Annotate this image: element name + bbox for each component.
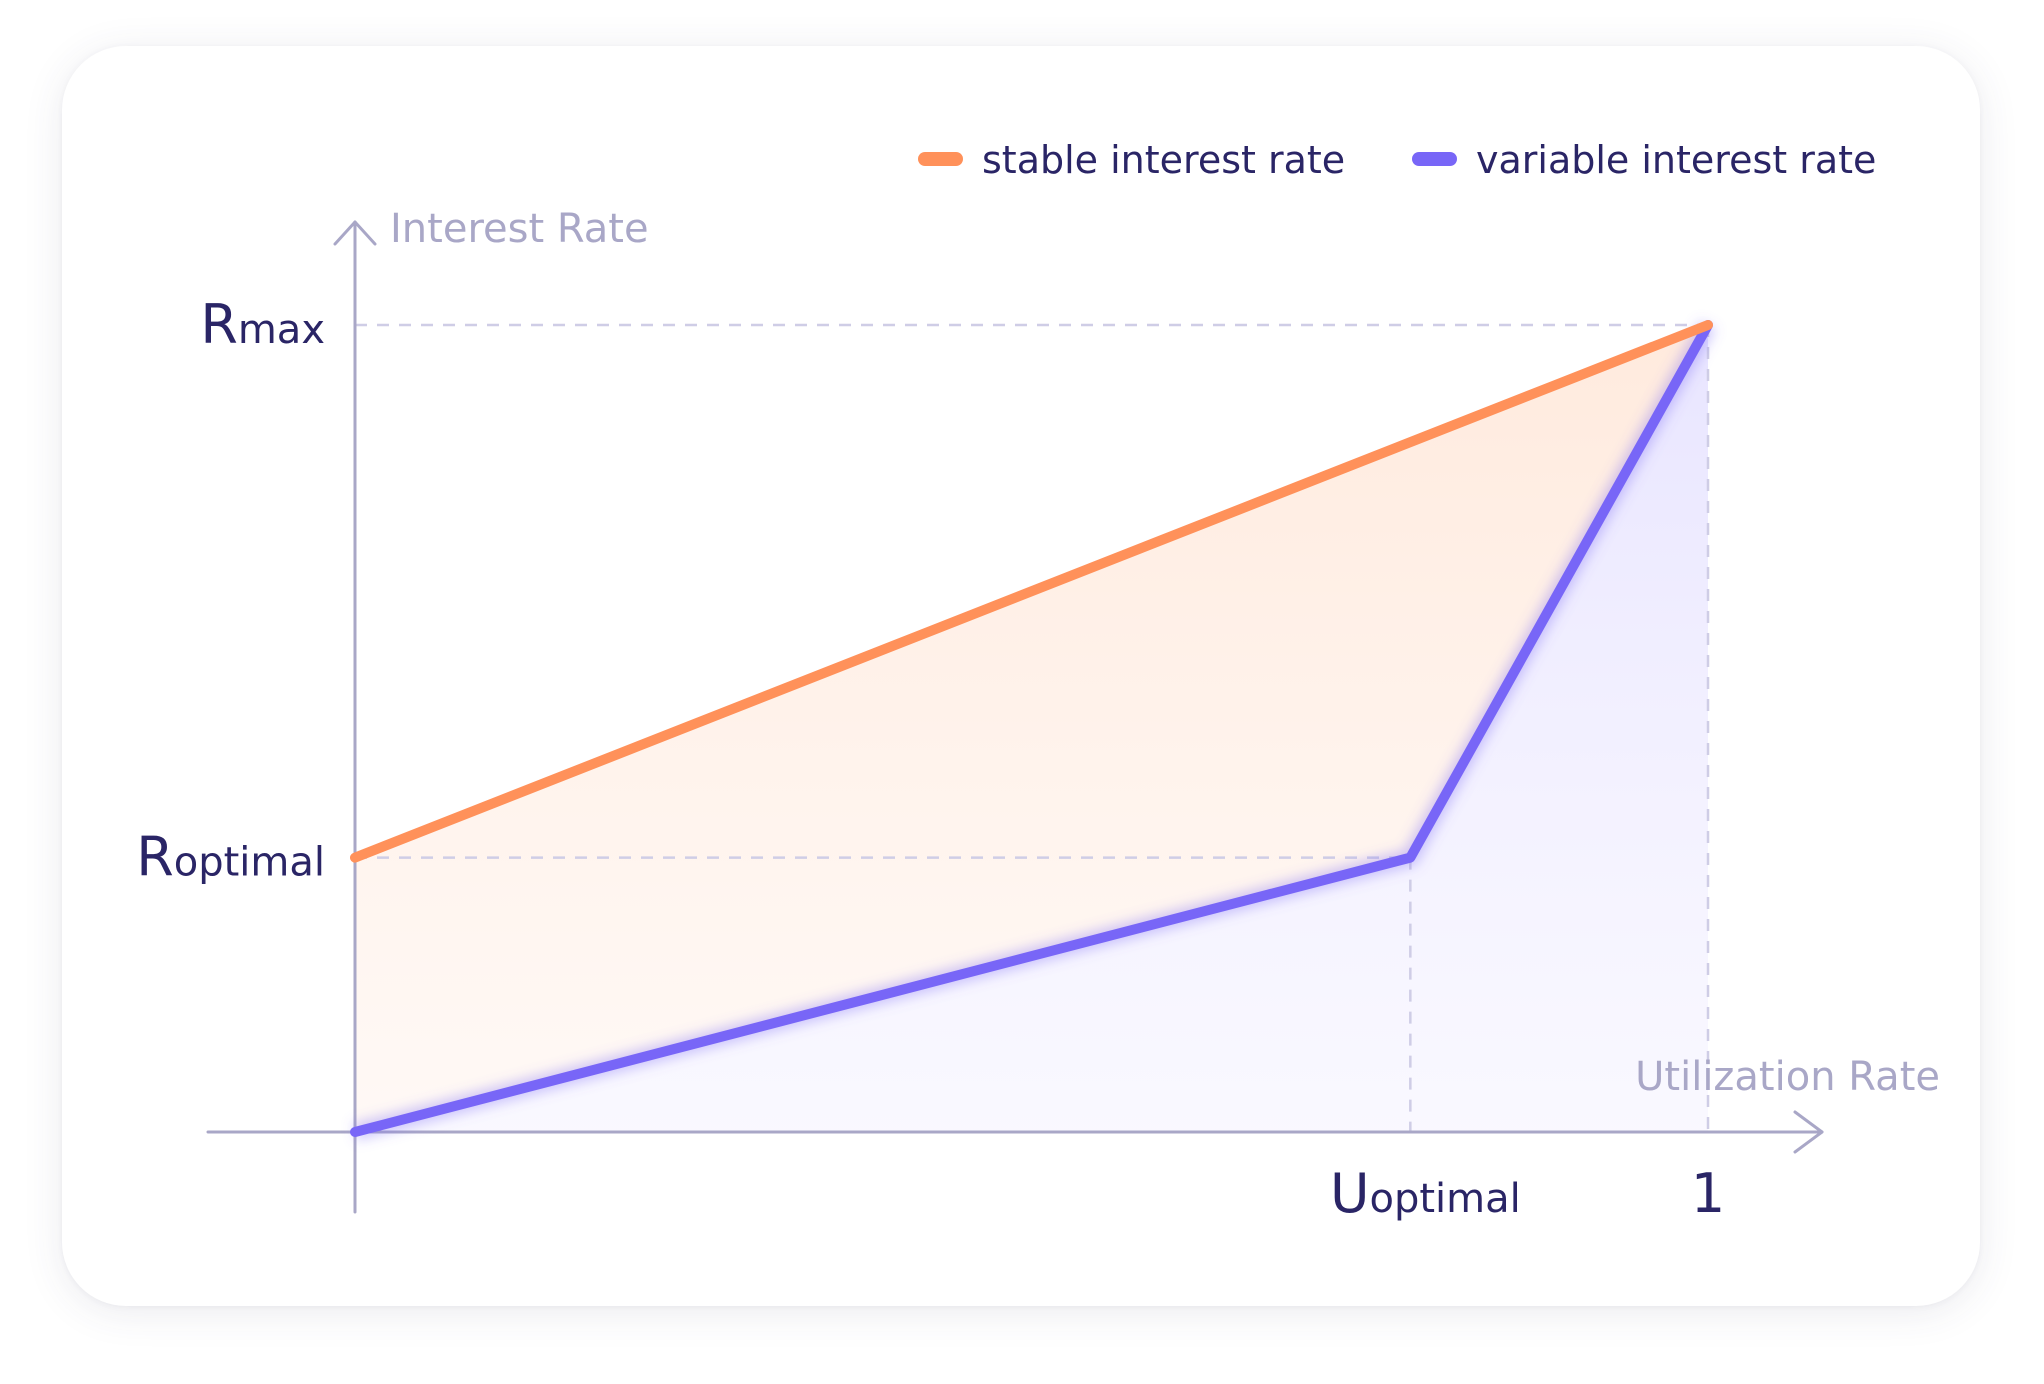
variable-area-fill	[355, 325, 1708, 1132]
axes	[206, 220, 1824, 1214]
guide-lines	[355, 323, 1710, 1132]
stable-interest-line	[350, 320, 1713, 863]
y-tick-label-0: Roptimal	[136, 826, 325, 889]
y-axis-arrow	[333, 220, 377, 246]
tick-labels: Roptimal Rmax Uoptimal 1	[136, 293, 1725, 1225]
stable-area-fill	[355, 325, 1708, 1132]
x-tick-label-1: 1	[1691, 1162, 1725, 1225]
series-lines	[350, 320, 1716, 1141]
x-axis-arrow	[1793, 1110, 1824, 1154]
x-tick-label-0: Uoptimal	[1330, 1162, 1521, 1225]
legend-label-variable: variable interest rate	[1476, 138, 1876, 182]
area-fills	[355, 325, 1708, 1132]
x-axis-title: Utilization Rate	[1635, 1054, 1940, 1100]
variable-interest-line	[350, 320, 1713, 1137]
y-tick-label-1: Rmax	[200, 293, 325, 356]
legend-label-stable: stable interest rate	[982, 138, 1345, 182]
y-axis-title: Interest Rate	[390, 206, 649, 252]
legend: stable interest rate variable interest r…	[918, 138, 1876, 182]
